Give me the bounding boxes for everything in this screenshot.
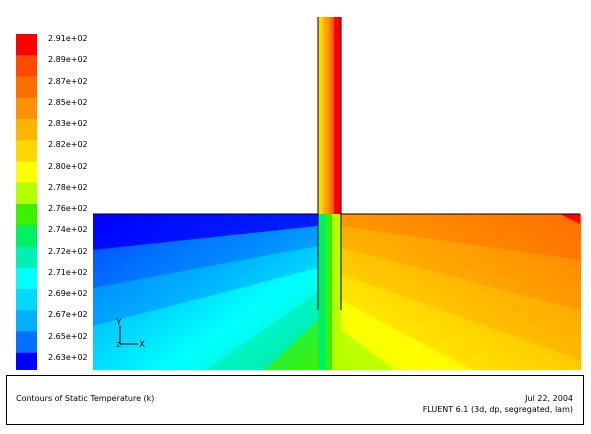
axis-x-label: X — [139, 340, 145, 350]
legend-swatch — [16, 352, 37, 370]
caption-box: Contours of Static Temperature (k) Jul 2… — [6, 375, 584, 425]
center-column — [318, 214, 341, 370]
legend-swatch — [16, 55, 37, 77]
legend-swatch — [16, 246, 37, 269]
legend-swatch — [16, 76, 37, 99]
contour-viewport: Y X Z — [16, 17, 581, 370]
legend-label: 2.71e+02 — [48, 267, 88, 277]
legend-label: 2.83e+02 — [48, 119, 88, 128]
legend-swatch — [16, 310, 37, 332]
legend-swatch — [16, 225, 37, 247]
legend-label: 2.80e+02 — [48, 161, 88, 171]
vertical-stem — [318, 17, 341, 214]
legend-swatch — [16, 289, 37, 311]
legend-label: 2.87e+02 — [48, 76, 88, 86]
legend-swatch — [16, 331, 37, 354]
legend-label: 2.82e+02 — [48, 140, 88, 150]
caption-solver-info: FLUENT 6.1 (3d, dp, segregated, lam) — [422, 405, 573, 414]
legend-swatch — [16, 97, 37, 120]
legend-swatch — [16, 140, 37, 162]
axis-z-label: Z — [116, 341, 121, 349]
legend-label: 2.72e+02 — [48, 246, 88, 256]
legend-swatch — [16, 182, 37, 205]
legend-colorbar — [16, 34, 37, 370]
caption-date: Jul 22, 2004 — [525, 394, 573, 403]
legend-label: 2.69e+02 — [48, 289, 88, 298]
axis-triad: Y X Z — [115, 318, 145, 350]
legend-swatch — [16, 267, 37, 290]
right-domain — [341, 214, 581, 370]
legend-label: 2.85e+02 — [48, 97, 88, 107]
legend-swatch — [16, 161, 37, 184]
left-domain — [93, 214, 318, 370]
axis-y-label: Y — [115, 318, 122, 328]
legend-label: 2.91e+02 — [48, 34, 88, 43]
legend-swatch — [16, 34, 37, 56]
legend-label: 2.65e+02 — [48, 331, 88, 341]
legend-label: 2.78e+02 — [48, 182, 88, 192]
caption-title: Contours of Static Temperature (k) — [16, 394, 155, 403]
legend-label: 2.89e+02 — [48, 55, 88, 65]
legend-label: 2.63e+02 — [48, 352, 88, 362]
legend-label: 2.74e+02 — [48, 225, 88, 235]
legend-swatch — [16, 119, 37, 141]
domain-outline — [93, 17, 580, 310]
legend-label: 2.76e+02 — [48, 204, 88, 213]
legend-swatch — [16, 204, 37, 226]
legend-label: 2.67e+02 — [48, 310, 88, 320]
